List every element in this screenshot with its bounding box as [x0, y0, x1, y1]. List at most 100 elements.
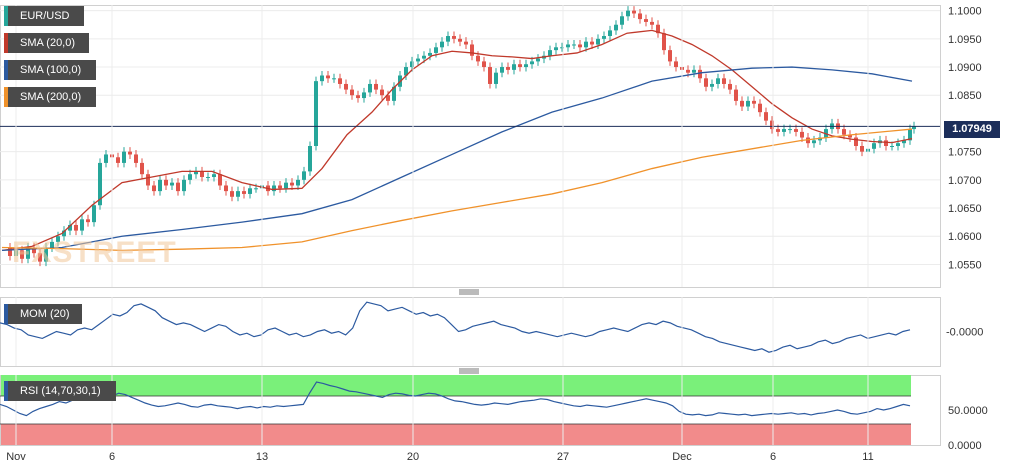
- candle-body: [722, 78, 726, 84]
- candle-body: [164, 179, 168, 186]
- candle-body: [536, 58, 540, 62]
- rsi-line: [0, 381, 911, 417]
- legend-sma-100[interactable]: SMA (100,0): [4, 60, 96, 80]
- price-pane-border: [0, 5, 941, 288]
- y-tick-label: 0.0000: [948, 440, 982, 452]
- legend-eurusd[interactable]: EUR/USD: [4, 6, 84, 26]
- y-tick-label: 1.0850: [948, 90, 982, 102]
- sma-line-1: [1, 66, 913, 251]
- candle-body: [554, 47, 558, 51]
- price-pane: 1.1000 1.0950 1.0900 1.0850 1.0750 1.0700 1.06…: [0, 5, 982, 288]
- candle-body: [386, 95, 390, 101]
- candle-body: [662, 33, 666, 51]
- candle-body: [62, 230, 66, 237]
- candle-body: [770, 120, 774, 130]
- legend-sma-200[interactable]: SMA (200,0): [4, 87, 96, 107]
- candle-body: [566, 44, 570, 48]
- candle-body: [104, 154, 108, 163]
- candle-body: [158, 179, 162, 192]
- candle-body: [290, 182, 294, 186]
- candle-body: [854, 137, 858, 146]
- candle-body: [332, 78, 336, 80]
- candle-body: [422, 55, 426, 59]
- legend-sma-20[interactable]: SMA (20,0): [4, 33, 89, 53]
- candle-body: [440, 41, 444, 48]
- candle-body: [620, 16, 624, 25]
- x-tick-label: 20: [407, 451, 419, 463]
- candle-body: [488, 67, 492, 84]
- candle-body: [692, 69, 696, 73]
- candle-body: [80, 219, 84, 231]
- candle-body: [806, 137, 810, 144]
- candle-body: [842, 129, 846, 135]
- candle-body: [428, 52, 432, 56]
- candle-body: [470, 44, 474, 56]
- candle-body: [26, 247, 30, 259]
- legend-rsi[interactable]: RSI (14,70,30,1): [4, 381, 116, 401]
- candle-body: [710, 83, 714, 87]
- candle-body: [674, 61, 678, 68]
- candle-body: [800, 131, 804, 138]
- candle-body: [200, 171, 204, 178]
- candle-body: [560, 47, 564, 49]
- candle-body: [668, 50, 672, 62]
- candle-body: [212, 174, 216, 178]
- candle-body: [416, 58, 420, 62]
- candle-body: [548, 50, 552, 56]
- candle-body: [338, 78, 342, 84]
- candle-body: [134, 154, 138, 163]
- candle-body: [632, 10, 636, 14]
- candle-body: [740, 100, 744, 107]
- candle-body: [704, 78, 708, 87]
- candle-body: [272, 185, 276, 192]
- candle-body: [752, 100, 756, 104]
- legend-label: SMA (200,0): [20, 91, 82, 103]
- candle-body: [128, 151, 132, 155]
- candle-body: [236, 191, 240, 197]
- candle-body: [782, 129, 786, 132]
- candle-body: [464, 41, 468, 45]
- rsi-band-1: [1, 424, 911, 445]
- candle-body: [56, 236, 60, 242]
- x-axis: Nov 6 13 20 27 Dec 6 11: [6, 451, 873, 463]
- candle-body: [296, 179, 300, 186]
- y-tick-label: 1.1000: [948, 6, 982, 18]
- candle-body: [182, 179, 186, 192]
- candle-body: [392, 86, 396, 101]
- candle-body: [218, 174, 222, 186]
- candle-body: [446, 36, 450, 42]
- candle-body: [434, 47, 438, 53]
- candle-body: [902, 140, 906, 144]
- candle-body: [362, 92, 366, 99]
- candle-body: [278, 185, 282, 189]
- candle-body: [596, 38, 600, 45]
- x-tick-label: 6: [770, 451, 776, 463]
- y-tick-label: 50.0000: [948, 405, 988, 417]
- candle-body: [122, 151, 126, 163]
- candle-body: [194, 171, 198, 175]
- candle-body: [794, 129, 798, 132]
- candle-body: [848, 134, 852, 138]
- candle-body: [482, 61, 486, 68]
- candle-body: [32, 247, 36, 254]
- y-tick-label: 1.0700: [948, 175, 982, 187]
- sma-line-2: [1, 128, 913, 251]
- candle-body: [302, 171, 306, 180]
- x-tick-label: 27: [557, 451, 569, 463]
- candle-body: [248, 188, 252, 194]
- candle-body: [494, 72, 498, 84]
- candle-body: [350, 89, 354, 96]
- candle-body: [638, 13, 642, 20]
- candle-body: [578, 44, 582, 48]
- candle-body: [518, 64, 522, 68]
- mom-pane-border: [0, 297, 941, 367]
- candle-body: [530, 61, 534, 65]
- candle-body: [686, 69, 690, 73]
- legend-mom[interactable]: MOM (20): [4, 304, 82, 324]
- y-tick-label: 1.0750: [948, 147, 982, 159]
- candle-body: [8, 247, 12, 256]
- x-tick-label: Nov: [6, 451, 26, 463]
- rsi-pane: 50.0000 0.0000: [0, 375, 988, 452]
- y-tick-label: -0.0000: [946, 327, 983, 339]
- candle-body: [146, 174, 150, 186]
